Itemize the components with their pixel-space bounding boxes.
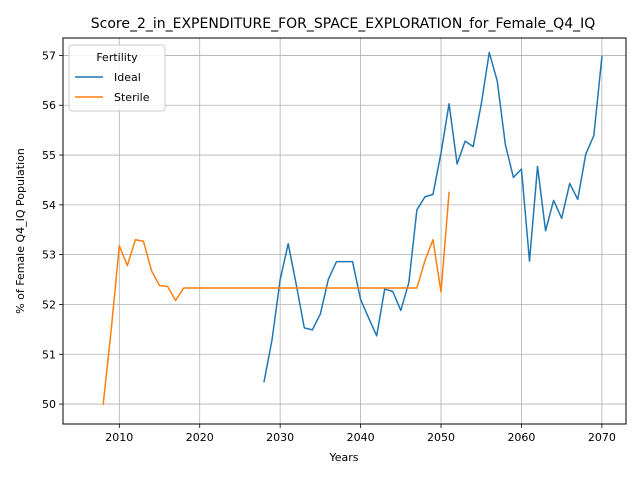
y-tick-label: 52 xyxy=(42,298,56,311)
x-tick-label: 2070 xyxy=(588,431,616,444)
x-tick-label: 2060 xyxy=(507,431,535,444)
y-tick-label: 55 xyxy=(42,149,56,162)
x-axis-label: Years xyxy=(328,451,358,464)
legend-label-ideal: Ideal xyxy=(114,71,141,84)
y-tick-label: 51 xyxy=(42,348,56,361)
legend-box xyxy=(68,44,166,112)
x-tick-label: 2010 xyxy=(105,431,133,444)
chart-title: Score_2_in_EXPENDITURE_FOR_SPACE_EXPLORA… xyxy=(91,16,596,32)
x-tick-label: 2020 xyxy=(186,431,214,444)
y-tick-label: 50 xyxy=(42,398,56,411)
y-tick-label: 53 xyxy=(42,249,56,262)
legend: Fertility Ideal Sterile xyxy=(68,44,166,112)
plot-frame xyxy=(62,37,627,425)
legend-title: Fertility xyxy=(96,51,138,64)
grid xyxy=(63,38,626,424)
y-axis-label: % of Female Q4_IQ Population xyxy=(14,148,27,314)
series-line-sterile xyxy=(102,191,450,405)
series-line-ideal xyxy=(263,51,603,383)
y-axis-ticks: 50 51 52 53 54 55 56 57 xyxy=(42,49,63,411)
x-tick-label: 2050 xyxy=(427,431,455,444)
x-axis-ticks: 2010 2020 2030 2040 2050 2060 2070 xyxy=(105,424,616,444)
legend-label-sterile: Sterile xyxy=(114,91,150,104)
x-tick-label: 2030 xyxy=(266,431,294,444)
series-lines xyxy=(102,51,603,405)
y-tick-label: 54 xyxy=(42,199,56,212)
x-tick-label: 2040 xyxy=(347,431,375,444)
y-tick-label: 57 xyxy=(42,49,56,62)
y-tick-label: 56 xyxy=(42,99,56,112)
